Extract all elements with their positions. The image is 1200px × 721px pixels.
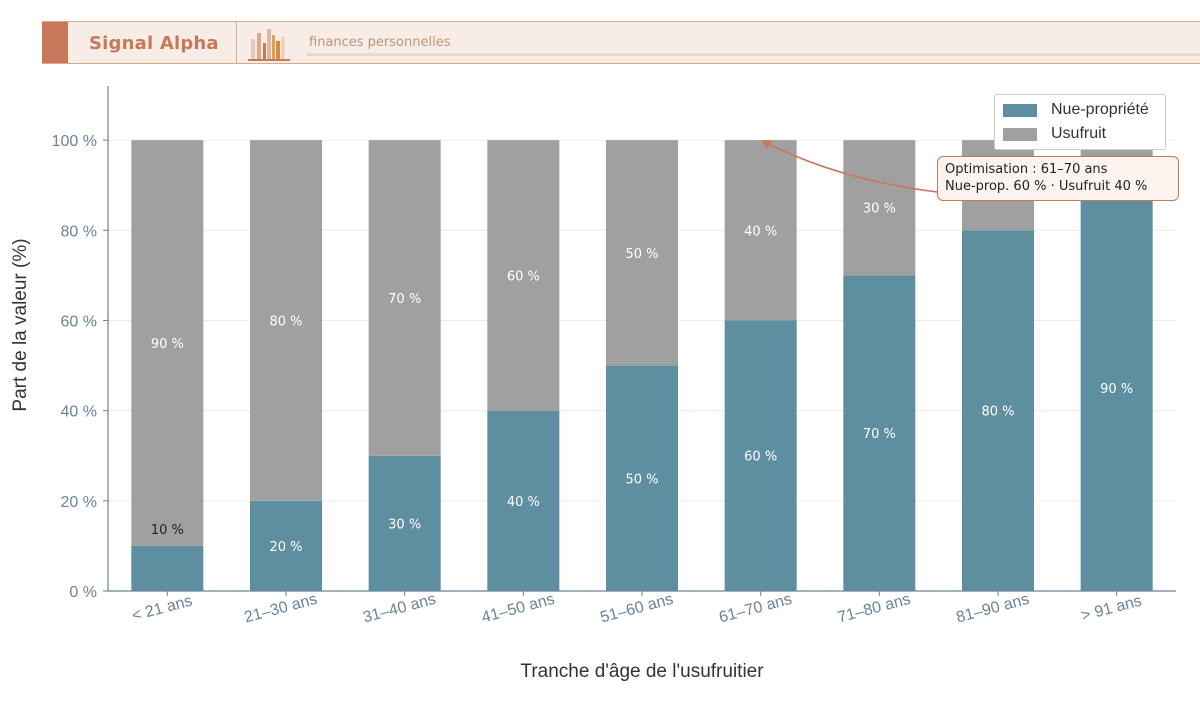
bar-label-usufruit: 40 % [744,224,777,239]
bar-label-nue-propriete: 20 % [269,540,302,555]
x-tick-label: 61–70 ans [717,591,794,627]
y-tick-label: 0 % [69,584,97,601]
bar-label-nue-propriete: 30 % [388,517,421,532]
y-tick-label: 100 % [52,133,97,150]
tagline-rule [307,53,1200,56]
legend-label-usufruit: Usufruit [1051,125,1107,142]
bar-label-usufruit: 80 % [269,314,302,329]
bar-usufruit [843,140,916,276]
annotation-arrow-line [761,140,938,193]
bar-label-nue-propriete: 60 % [744,450,777,465]
bar-usufruit [368,140,441,456]
y-tick-label: 80 % [61,223,97,240]
y-tick-label: 60 % [61,313,97,330]
annotation-line-2: Nue-prop. 60 % · Usufruit 40 % [945,179,1148,194]
annotation-arrow [761,140,938,193]
bar-label-nue-propriete: 10 % [151,523,184,538]
brand-name: Signal Alpha [89,33,219,54]
bar-label-nue-propriete: 90 % [1100,382,1133,397]
bar-nue-propriete [606,365,678,591]
bar-label-usufruit: 30 % [863,202,896,217]
bar-usufruit [724,140,797,321]
bar-nue-propriete [131,545,204,591]
bar-nue-propriete [368,455,441,591]
bar-label-usufruit: 90 % [151,337,184,352]
bar-nue-propriete [962,230,1034,592]
x-tick-label: 81–90 ans [955,591,1032,627]
legend-item-nue-propriete: Nue-propriété [1003,100,1149,120]
bar-label-nue-propriete: 80 % [981,405,1014,420]
x-tick-label: > 91 ans [1079,592,1143,624]
bar-nue-propriete [843,275,916,591]
bar-label-usufruit: 60 % [507,269,540,284]
bars [131,140,1153,592]
x-tick-label: 41–50 ans [480,591,557,627]
x-tick-label: 71–80 ans [836,591,913,627]
annotation-box: Optimisation : 61–70 ans Nue-prop. 60 % … [937,156,1179,201]
tagline: finances personnelles [309,35,451,50]
x-axis-label: Tranche d'âge de l'usufruitier [520,661,764,682]
chart-legend: Nue-propriété Usufruit [994,94,1166,150]
bar-chart-logo-icon [248,29,290,61]
bar-label-usufruit: 70 % [388,292,421,307]
legend-label-nue-propriete: Nue-propriété [1051,101,1149,118]
bar-label-nue-propriete: 70 % [863,427,896,442]
bar-nue-propriete [724,320,797,591]
legend-item-usufruit: Usufruit [1003,124,1106,144]
annotation-line-1: Optimisation : 61–70 ans [945,162,1108,177]
bar-nue-propriete [250,500,322,591]
bar-usufruit [487,140,560,411]
x-tick-label: 21–30 ans [243,591,320,627]
bar-nue-propriete [1080,185,1153,592]
banner-divider [236,22,237,63]
bar-label-usufruit: 50 % [625,247,658,262]
legend-swatch-nue-propriete [1003,103,1037,117]
x-tick-label: 51–60 ans [599,591,676,627]
bar-nue-propriete [487,410,560,591]
y-axis-label: Part de la valeur (%) [10,238,31,411]
y-tick-label: 40 % [61,404,97,421]
banner-accent-bar [42,22,68,63]
x-tick-label: 31–40 ans [361,591,438,627]
header-banner: Signal Alpha finances personnelles [42,21,1200,64]
x-tick-label: < 21 ans [130,592,194,624]
bar-usufruit [131,140,204,546]
bar-usufruit [606,140,678,366]
legend-swatch-usufruit [1003,127,1037,141]
bar-label-nue-propriete: 40 % [507,495,540,510]
y-tick-label: 20 % [61,494,97,511]
bar-label-nue-propriete: 50 % [625,472,658,487]
bar-usufruit [250,140,322,501]
